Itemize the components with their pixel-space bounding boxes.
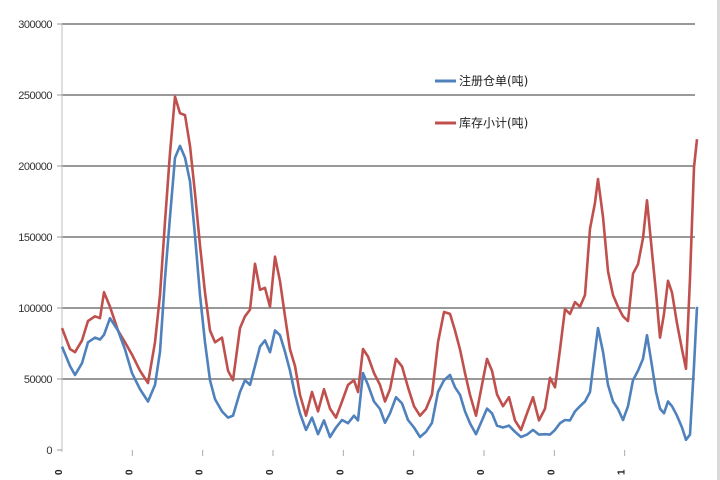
x-tick-label: 0 — [195, 469, 206, 475]
y-tick-label: 100000 — [18, 303, 52, 315]
x-tick-label: 0 — [476, 469, 487, 475]
y-tick-label: 250000 — [18, 90, 52, 102]
y-tick-label: 50000 — [24, 374, 52, 386]
series-line — [60, 144, 699, 442]
legend-label-inventory-total: 库存小计(吨) — [459, 115, 528, 130]
legend: 注册仓单(吨) 库存小计(吨) — [435, 73, 528, 130]
legend-label-registered-warrants: 注册仓单(吨) — [459, 73, 528, 88]
x-tick-label: 1 — [617, 469, 628, 475]
y-tick-label: 300000 — [18, 19, 52, 31]
series-line — [60, 95, 699, 432]
x-axis-ticks: 0 0 0 0 0 0 0 0 1 — [54, 450, 628, 475]
x-tick-label: 0 — [546, 469, 557, 475]
y-tick-label: 150000 — [18, 232, 52, 244]
y-axis-ticks: 0 50000 100000 150000 200000 250000 300000 — [18, 19, 62, 457]
series-lines — [60, 95, 699, 442]
y-tick-label: 200000 — [18, 161, 52, 173]
x-tick-label: 0 — [54, 469, 65, 475]
x-tick-label: 0 — [265, 469, 276, 475]
x-tick-label: 0 — [124, 469, 135, 475]
x-tick-label: 0 — [406, 469, 417, 475]
y-tick-label: 0 — [46, 445, 52, 457]
chart-frame-edge — [717, 0, 720, 480]
x-tick-label: 0 — [335, 469, 346, 475]
